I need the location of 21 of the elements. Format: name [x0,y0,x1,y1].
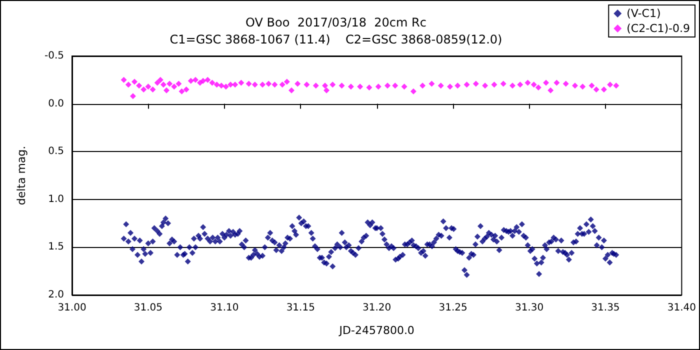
x-tick-label: 31.30 [514,302,544,314]
y-tick-label: 0.5 [48,146,64,158]
y-tick-label: 2.0 [48,290,64,300]
y-tick-label: 0.0 [48,98,64,110]
x-tick-label: 31.40 [667,302,696,314]
x-tick-label: 31.10 [210,302,239,314]
x-tick-label: 31.20 [362,302,392,314]
x-tick-label: 31.05 [134,302,163,314]
chart-title: OV Boo 2017/03/18 20cm Rc [246,16,426,30]
x-tick-label: 31.00 [58,302,86,314]
y-tick-label: 1.0 [48,194,64,205]
y-tick-label: -0.5 [44,50,64,62]
x-tick-label: 31.35 [591,302,620,314]
y-tick-label: 1.5 [48,242,64,253]
legend-label: (C2-C1)-0.9 [626,22,690,35]
legend-label: (V-C1) [626,7,661,20]
y-axis-title: delta mag. [15,146,28,206]
x-tick-label: 31.15 [286,302,315,314]
x-tick-label: 31.25 [438,302,468,314]
x-axis-title: JD-2457800.0 [338,324,414,337]
chart-subtitle: C1=GSC 3868-1067 (11.4) C2=GSC 3868-0859(12.0) [170,32,502,46]
